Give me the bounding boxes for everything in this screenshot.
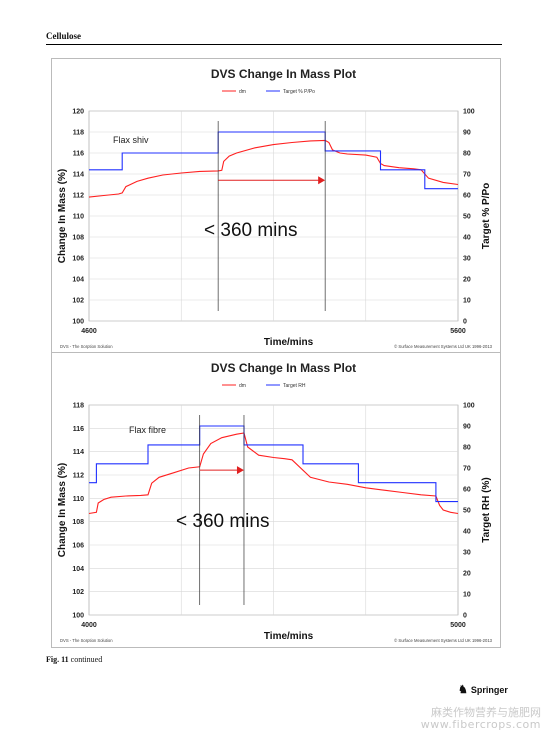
chart-panel-flax-shiv: DVS Change In Mass Plot dm Target % P/Po 10… (51, 58, 501, 354)
annotation-arrow-head (236, 466, 244, 475)
x-axis-label: Time/mins (264, 631, 314, 642)
y2-tick-label: 10 (463, 592, 471, 599)
y2-tick-label: 70 (463, 172, 471, 179)
annotation-sample-label: Flax shiv (113, 135, 149, 145)
publisher-name: Springer (470, 684, 508, 695)
y2-tick-label: 80 (463, 445, 471, 452)
header-rule (46, 44, 502, 45)
y2-tick-label: 40 (463, 529, 471, 536)
chart-panel-flax-fibre: DVS Change In Mass Plot dm Target RH 100 102… (51, 352, 501, 648)
y2-tick-label: 100 (463, 403, 475, 410)
y-tick-label: 108 (72, 519, 84, 526)
figure-label: Fig. 11 (46, 655, 69, 664)
y2-tick-label: 20 (463, 277, 471, 284)
publisher-logo: ♞ Springer (458, 683, 508, 696)
y-axis-label: Change In Mass (%) (57, 463, 68, 557)
running-head: Cellulose (46, 31, 81, 41)
series-line-dm (88, 139, 459, 198)
annotation-duration-label: < 360 mins (176, 511, 269, 532)
x-axis-label: Time/mins (264, 337, 314, 348)
figure-caption-text: continued (70, 655, 103, 664)
y-tick-label: 114 (73, 449, 84, 456)
chart-footer-right: © Surface Measurement Systems Ltd UK 199… (394, 344, 492, 349)
annotation-arrow-head (318, 176, 326, 185)
y2-tick-label: 40 (463, 235, 471, 242)
chart-footer-left: DVS - The Sorption Solution (60, 638, 113, 643)
y2-tick-label: 50 (463, 214, 471, 221)
y2-tick-label: 90 (463, 130, 471, 137)
y2-tick-label: 0 (463, 613, 467, 620)
y2-axis-label: Target RH (%) (481, 477, 492, 542)
x-tick-label: 5600 (450, 328, 466, 335)
x-tick-label: 4000 (81, 622, 97, 629)
y-tick-label: 106 (72, 256, 84, 263)
chart-footer-left: DVS - The Sorption Solution (60, 344, 113, 349)
y-tick-label: 114 (73, 172, 84, 179)
y-tick-label: 100 (72, 613, 84, 620)
y-tick-label: 102 (72, 589, 84, 596)
y2-tick-label: 50 (463, 508, 471, 515)
y-tick-label: 104 (72, 566, 84, 573)
y2-tick-label: 70 (463, 466, 471, 473)
y-tick-label: 100 (72, 319, 84, 326)
y2-tick-label: 0 (463, 319, 467, 326)
chart-footer-right: © Surface Measurement Systems Ltd UK 199… (394, 638, 492, 643)
y2-tick-label: 30 (463, 550, 471, 557)
y-tick-label: 112 (73, 473, 84, 480)
y-tick-label: 108 (72, 235, 84, 242)
y-tick-label: 118 (73, 403, 84, 410)
legend-label-dm: dm (239, 383, 246, 389)
figure-caption: Fig. 11 continued (46, 655, 102, 664)
y-tick-label: 116 (73, 426, 84, 433)
chart-flax-shiv: DVS Change In Mass Plot dm Target % P/Po 10… (57, 67, 493, 349)
y2-tick-label: 20 (463, 571, 471, 578)
y-tick-label: 104 (72, 277, 84, 284)
watermark-line2: www.fibercrops.com (420, 718, 541, 731)
y2-tick-label: 30 (463, 256, 471, 263)
x-tick-label: 5000 (450, 622, 466, 629)
y2-tick-label: 60 (463, 487, 471, 494)
y-tick-label: 102 (72, 298, 84, 305)
y2-tick-label: 100 (463, 109, 475, 116)
y-tick-label: 120 (72, 109, 84, 116)
x-tick-label: 4600 (81, 328, 97, 335)
y2-tick-label: 90 (463, 424, 471, 431)
y-tick-label: 110 (73, 214, 84, 221)
legend-label-target: Target RH (283, 383, 306, 389)
chart-title: DVS Change In Mass Plot (211, 67, 356, 81)
legend-label-dm: dm (239, 89, 246, 95)
annotation-duration-label: < 360 mins (204, 220, 297, 241)
y2-tick-label: 60 (463, 193, 471, 200)
legend-label-target: Target % P/Po (283, 89, 315, 95)
annotation-sample-label: Flax fibre (129, 425, 166, 435)
y-tick-label: 118 (73, 130, 84, 137)
y-tick-label: 110 (73, 496, 84, 503)
y-axis-label: Change In Mass (%) (57, 169, 68, 263)
chart-title: DVS Change In Mass Plot (211, 361, 356, 375)
y2-axis-label: Target % P/Po (481, 183, 492, 250)
y2-tick-label: 80 (463, 151, 471, 158)
y-tick-label: 106 (72, 543, 84, 550)
springer-horse-icon: ♞ (458, 684, 468, 696)
y-tick-label: 116 (73, 151, 84, 158)
y2-tick-label: 10 (463, 298, 471, 305)
watermark: 麻类作物营养与施肥网 www.fibercrops.com (421, 707, 541, 731)
y-tick-label: 112 (73, 193, 84, 200)
watermark-line1: 麻类作物营养与施肥网 (431, 706, 541, 719)
